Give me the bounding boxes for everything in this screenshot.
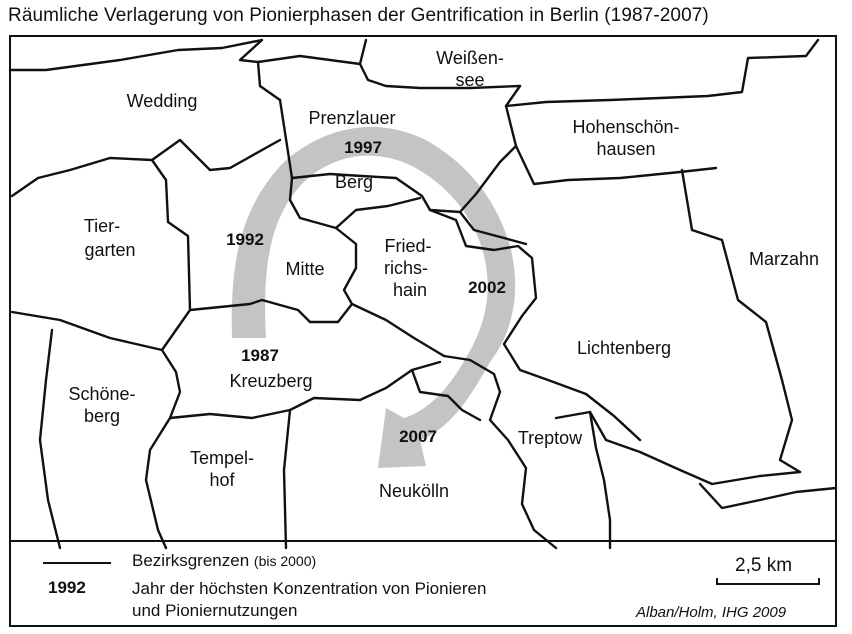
district-prenzlauer: Prenzlauer (308, 108, 395, 128)
scale-bar (716, 578, 820, 585)
district-weissensee: Weißen-see (436, 48, 504, 90)
year-2002: 2002 (468, 278, 506, 297)
legend-boundary-note: (bis 2000) (253, 553, 317, 569)
district-treptow: Treptow (518, 428, 583, 448)
district-neukoelln: Neukölln (379, 481, 449, 501)
district-kreuzberg: Kreuzberg (229, 371, 312, 391)
legend-boundary-label: Bezirksgrenzen (132, 551, 250, 570)
district-friedrichshain: Fried-richs-hain (384, 236, 432, 300)
legend-boundary-line (43, 562, 111, 564)
year-1992: 1992 (226, 230, 264, 249)
legend-year-desc: Jahr der höchsten Konzentration von Pion… (132, 578, 612, 622)
year-2007: 2007 (399, 427, 437, 446)
district-lichtenberg: Lichtenberg (577, 338, 671, 358)
legend-year-desc-line2: und Pioniernutzungen (132, 601, 298, 620)
district-labels: Wedding Weißen-see Prenzlauer Berg Hohen… (68, 48, 819, 501)
district-berg: Berg (335, 172, 373, 192)
year-1987: 1987 (241, 346, 279, 365)
legend-year-example: 1992 (48, 578, 86, 597)
legend-year-desc-line1: Jahr der höchsten Konzentration von Pion… (132, 579, 487, 598)
district-hohenschoenhausen: Hohenschön-hausen (572, 117, 679, 159)
district-tempelhof: Tempel-hof (190, 448, 254, 490)
district-tiergarten: Tier-garten (84, 216, 136, 260)
legend-boundary: Bezirksgrenzen (bis 2000) (132, 551, 316, 571)
year-1997: 1997 (344, 138, 382, 157)
scale-label: 2,5 km (735, 555, 793, 576)
map-credit: Alban/Holm, IHG 2009 (636, 604, 787, 621)
district-marzahn: Marzahn (749, 249, 819, 269)
district-boundaries (8, 38, 838, 550)
map-title: Räumliche Verlagerung von Pionierphasen … (8, 5, 709, 26)
year-labels: 1997 1992 2002 1987 2007 (226, 138, 506, 446)
district-mitte: Mitte (285, 259, 324, 279)
district-wedding: Wedding (127, 91, 198, 111)
map-frame (9, 35, 837, 627)
district-schoeneberg: Schöne-berg (68, 384, 135, 426)
